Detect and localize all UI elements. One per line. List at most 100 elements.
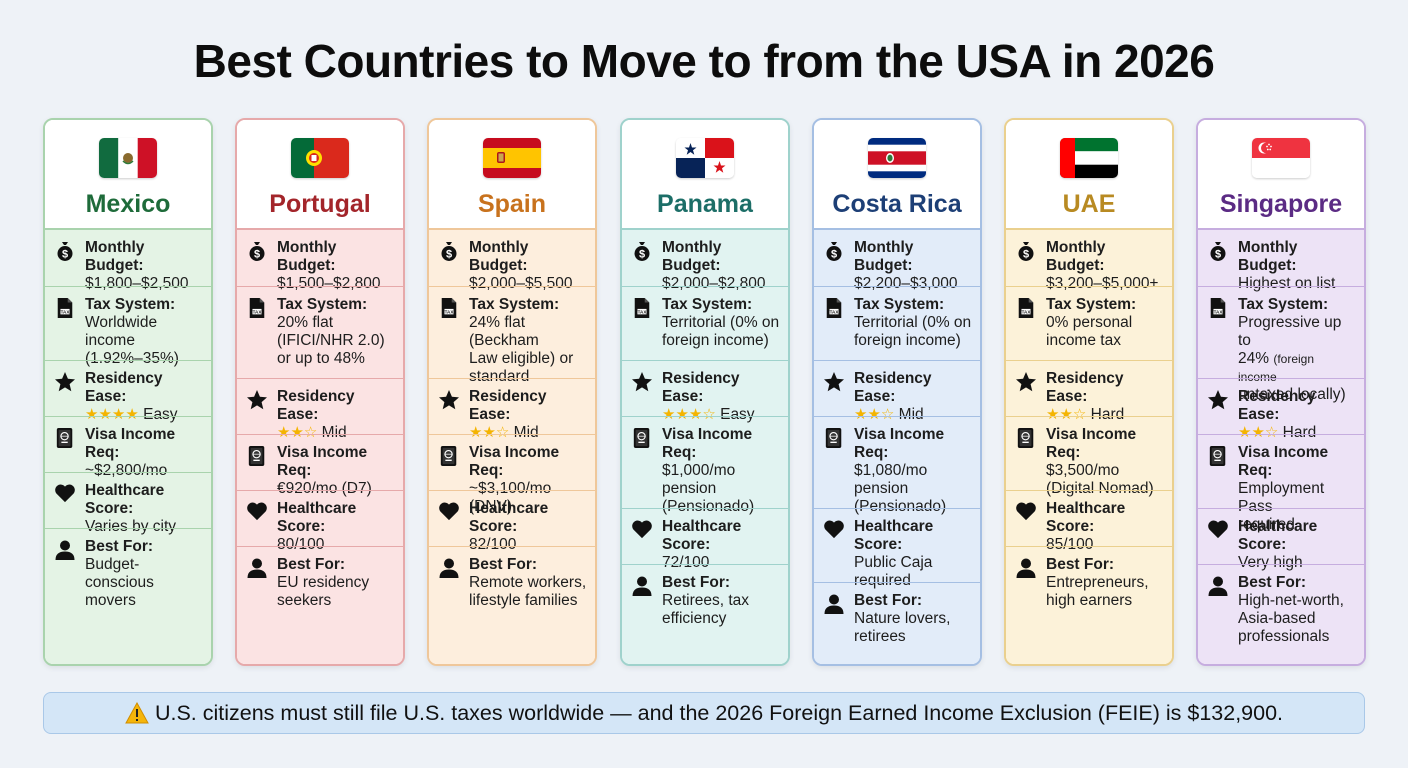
tax-value: 24% flat (Beckham xyxy=(469,314,539,349)
section-budget: $ Monthly Budget: $2,000–$2,800 xyxy=(622,230,788,292)
svg-text:$: $ xyxy=(62,249,68,261)
residency-text: Residency Ease: ★★☆ Mid xyxy=(469,388,587,441)
spain-flag xyxy=(483,138,541,178)
section-health: Healthcare Score: Public Caja required xyxy=(814,508,980,589)
card-header: Costa Rica xyxy=(814,120,980,228)
tax-document-icon: TAX xyxy=(1206,296,1230,378)
section-residency: Residency Ease: ★★★★ Easy xyxy=(45,360,211,423)
heart-icon xyxy=(822,518,846,582)
tax-value: untaxed locally) xyxy=(1238,386,1346,403)
singapore-flag xyxy=(1252,138,1310,178)
star-icon xyxy=(822,370,846,416)
svg-text:$: $ xyxy=(1215,249,1221,261)
residency-label: Residency Ease: xyxy=(277,388,355,423)
health-text: Healthcare Score: 72/100 xyxy=(662,518,780,571)
tax-value: 20% flat xyxy=(277,314,334,331)
budget-label: Monthly Budget: xyxy=(469,239,529,274)
visa-text: Visa Income Req: ~$3,100/mo (DNV) xyxy=(469,444,587,515)
section-tax: TAX Tax System: 0% personal income tax xyxy=(1006,286,1172,360)
residency-value: ★★★★ Easy xyxy=(85,406,203,424)
money-bag-icon: $ xyxy=(53,239,77,286)
health-label: Healthcare Score: xyxy=(662,518,742,553)
passport-icon xyxy=(1206,444,1230,508)
residency-level: Mid xyxy=(894,406,924,423)
section-budget: $ Monthly Budget: $3,200–$5,000+ xyxy=(1006,230,1172,292)
budget-text: Monthly Budget: $2,000–$5,500 xyxy=(469,239,587,292)
svg-text:TAX: TAX xyxy=(253,309,262,314)
best-value: Entrepreneurs, xyxy=(1046,574,1149,591)
rating-stars-empty: ☆ xyxy=(880,406,895,423)
section-best: Best For: Budget-conscious movers xyxy=(45,528,211,664)
best-text: Best For: Budget-conscious movers xyxy=(85,538,203,664)
tax-document-icon: TAX xyxy=(1014,296,1038,360)
section-tax: TAX Tax System: 24% flat (Beckham Law eligi… xyxy=(429,286,595,385)
residency-value: ★★☆ Hard xyxy=(1238,424,1356,442)
residency-level: Hard xyxy=(1278,424,1317,441)
section-budget: $ Monthly Budget: Highest on list xyxy=(1198,230,1364,292)
section-budget: $ Monthly Budget: $2,000–$5,500 xyxy=(429,230,595,292)
residency-label: Residency Ease: xyxy=(85,370,163,405)
health-value: required xyxy=(854,572,911,589)
page-title: Best Countries to Move to from the USA i… xyxy=(193,35,1215,87)
heart-icon xyxy=(1206,518,1230,564)
tax-text: Tax System: Territorial (0% on foreign inc… xyxy=(854,296,971,360)
residency-value: ★★☆ Mid xyxy=(469,424,587,442)
section-health: Healthcare Score: 82/100 xyxy=(429,490,595,553)
best-value: professionals xyxy=(1238,628,1330,645)
best-label: Best For: xyxy=(277,556,346,573)
section-visa: Visa Income Req: ~$3,100/mo (DNV) xyxy=(429,434,595,515)
svg-text:TAX: TAX xyxy=(1022,309,1031,314)
card-header: Panama xyxy=(622,120,788,228)
tax-value: foreign income) xyxy=(662,332,769,349)
card-body: $ Monthly Budget: $1,800–$2,500 TAX Tax Syst… xyxy=(45,228,211,664)
best-value: Budget-conscious xyxy=(85,556,154,591)
visa-value: ~$3,100/mo (DNV) xyxy=(469,480,552,515)
best-text: Best For: Nature lovers, retirees xyxy=(854,592,950,664)
svg-text:TAX: TAX xyxy=(1214,309,1223,314)
passport-icon xyxy=(245,444,269,490)
mexico-flag xyxy=(99,138,157,178)
tax-label: Tax System: xyxy=(1046,296,1137,313)
health-label: Healthcare Score: xyxy=(1238,518,1318,553)
section-residency: Residency Ease: ★★☆ Mid xyxy=(814,360,980,423)
visa-value: pension xyxy=(662,480,717,497)
section-budget: $ Monthly Budget: $1,800–$2,500 xyxy=(45,230,211,292)
visa-label: Visa Income Req: xyxy=(469,444,560,479)
best-text: Best For: High-net-worth, Asia-based profes… xyxy=(1238,574,1344,664)
rating-stars: ★★ xyxy=(1046,406,1073,423)
budget-label: Monthly Budget: xyxy=(1046,239,1106,274)
money-bag-icon: $ xyxy=(1206,239,1230,286)
heart-icon xyxy=(437,500,461,546)
section-residency: Residency Ease: ★★☆ Mid xyxy=(429,378,595,441)
star-icon xyxy=(437,388,461,434)
section-best: Best For: Remote workers, lifestyle famili… xyxy=(429,546,595,664)
visa-value: $3,500/mo xyxy=(1046,462,1120,479)
footer-note: U.S. citizens must still file U.S. taxes… xyxy=(43,692,1365,734)
country-card-mexico: Mexico $ Monthly Budget: $1,800–$2,500 TAX Ta… xyxy=(43,118,213,666)
svg-text:$: $ xyxy=(831,249,837,261)
residency-level: Mid xyxy=(317,424,347,441)
tax-label: Tax System: xyxy=(469,296,560,313)
panama-flag xyxy=(676,138,734,178)
section-residency: Residency Ease: ★★☆ Mid xyxy=(237,378,403,441)
tax-value: Territorial (0% on xyxy=(662,314,780,331)
visa-text: Visa Income Req: $1,080/mo pension (Pension… xyxy=(854,426,972,515)
health-label: Healthcare Score: xyxy=(1046,500,1126,535)
best-value: Nature lovers, xyxy=(854,610,951,627)
section-visa: Visa Income Req: €920/mo (D7) xyxy=(237,434,403,497)
visa-value: (Pensionado) xyxy=(662,498,755,515)
best-text: Best For: Retirees, tax efficiency xyxy=(662,574,749,664)
tax-text: Tax System: 0% personal income tax xyxy=(1046,296,1136,360)
passport-icon xyxy=(437,444,461,490)
passport-icon xyxy=(630,426,654,508)
budget-value: $1,800–$2,500 xyxy=(85,275,189,292)
star-icon xyxy=(53,370,77,416)
section-residency: Residency Ease: ★★★☆ Easy xyxy=(622,360,788,423)
visa-label: Visa Income Req: xyxy=(854,426,945,461)
budget-label: Monthly Budget: xyxy=(662,239,722,274)
country-card-portugal: Portugal $ Monthly Budget: $1,500–$2,800 TAX… xyxy=(235,118,405,666)
country-cards: Mexico $ Monthly Budget: $1,800–$2,500 TAX Ta… xyxy=(43,118,1366,666)
best-value: seekers xyxy=(277,592,332,609)
star-icon xyxy=(1014,370,1038,416)
warning-icon xyxy=(125,702,149,724)
